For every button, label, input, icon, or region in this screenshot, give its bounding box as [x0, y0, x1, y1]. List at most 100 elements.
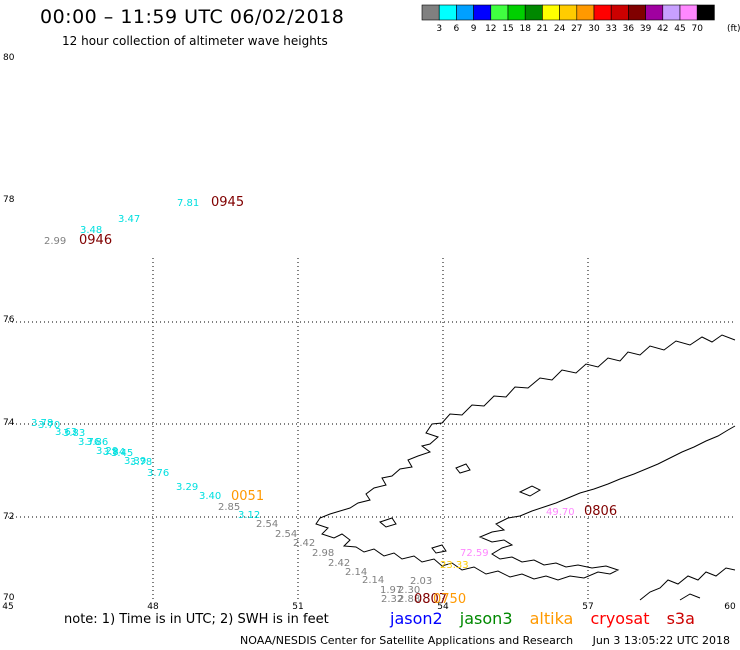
satellite-jason2: jason2: [390, 609, 443, 628]
legend-swatch: [628, 4, 646, 21]
legend-swatch: [524, 4, 543, 21]
map-frame: [1, 52, 740, 602]
observation-label: 2.14: [362, 575, 384, 586]
satellite-cryosat: cryosat: [590, 609, 650, 628]
observation-label: 3.45: [111, 448, 133, 459]
observation-label: 0807: [414, 592, 447, 607]
legend-swatch: [593, 4, 612, 21]
legend-label: 9: [471, 24, 477, 34]
observation-label: 2.32: [381, 594, 403, 605]
legend-label: 39: [640, 24, 652, 34]
legend-swatch: [559, 4, 578, 21]
legend-label: 3: [436, 24, 442, 34]
legend-label: 33: [605, 24, 616, 34]
observation-label: 2.54: [275, 529, 297, 540]
legend-swatch: [507, 4, 526, 21]
lon-label-54: 54: [437, 602, 449, 612]
lon-label-51: 51: [292, 602, 303, 612]
lon-label-45: 45: [2, 602, 13, 612]
legend-swatch: [610, 4, 629, 21]
observation-label: 1.97: [380, 585, 402, 596]
legend-label: 42: [657, 24, 668, 34]
observation-label: 3.29: [176, 482, 198, 493]
observation-label: 2.54: [256, 519, 278, 530]
observation-label: 3.39: [124, 456, 146, 467]
observation-label: 2.42: [328, 558, 350, 569]
map-title: 00:00 – 11:59 UTC 06/02/2018: [40, 6, 345, 28]
legend-swatch: [473, 4, 492, 21]
observation-label: 3.48: [80, 225, 102, 236]
legend-label: 24: [554, 24, 566, 34]
observation-label: 0946: [79, 233, 112, 248]
observation-label: 3.47: [118, 214, 140, 225]
observation-label: 3.84: [103, 447, 125, 458]
observation-label: 3.63: [55, 427, 77, 438]
observation-label: 2.42: [293, 538, 315, 549]
satellite-altika: altika: [529, 609, 574, 628]
observation-label: 0945: [211, 195, 244, 210]
observation-label: 2.88: [398, 594, 420, 605]
lat-label-76: 76: [3, 315, 15, 325]
credit-center: NOAA/NESDIS Center for Satellite Applica…: [240, 634, 574, 647]
lon-label-48: 48: [147, 602, 159, 612]
observation-label: 72.59: [460, 548, 489, 559]
observation-label: 2.98: [312, 548, 334, 559]
observation-label: 3.86: [86, 437, 108, 448]
observation-label: 3.70: [38, 420, 60, 431]
observation-label: 2.85: [218, 502, 240, 513]
legend-swatch: [490, 4, 509, 21]
legend-swatch: [542, 4, 560, 21]
observation-label: 3.83: [63, 428, 85, 439]
lon-label-57: 57: [582, 602, 593, 612]
graticule: [8, 258, 735, 600]
lon-label-60: 60: [724, 602, 736, 612]
legend-label: 30: [588, 24, 600, 34]
observation-label: 0750: [433, 592, 466, 607]
observation-label: 2.30: [398, 585, 420, 596]
legend-swatch: [645, 4, 664, 21]
lat-labels: 80 78 76 74 72 70: [3, 53, 15, 603]
legend-label: 18: [519, 24, 531, 34]
observation-label: 2.03: [410, 576, 432, 587]
satellite-jason3: jason3: [459, 609, 513, 628]
legend-label: 6: [454, 24, 460, 34]
color-legend: 3 6 9 12 15 18 21 24 27 30 33 36 39 42 45 70 (ft): [421, 4, 740, 34]
legend-swatch: [456, 4, 474, 21]
satellite-legend: jason2 jason3 altika cryosat s3a: [390, 609, 707, 628]
lat-label-70: 70: [3, 593, 15, 603]
legend-label: 36: [623, 24, 635, 34]
observation-label: 3.29: [96, 446, 118, 457]
legend-swatch: [438, 4, 457, 21]
credit-timestamp: Jun 3 13:05:22 UTC 2018: [592, 634, 731, 647]
coastline-mainland: [639, 567, 736, 601]
lat-label-72: 72: [3, 512, 14, 522]
legend-label: 21: [537, 24, 548, 34]
legend-label: 15: [502, 24, 513, 34]
observation-label: 3.40: [199, 491, 221, 502]
legend-label: 12: [485, 24, 496, 34]
lat-label-80: 80: [3, 53, 15, 63]
lon-labels: 45 48 51 54 57 60: [2, 602, 736, 612]
observation-label: 7.81: [177, 198, 199, 209]
observation-label: 2.99: [44, 236, 66, 247]
legend-swatch: [696, 4, 715, 21]
observation-label: 3.78: [130, 457, 152, 468]
coastline-novaya-zemlya: [315, 334, 736, 581]
observation-label: 0806: [584, 504, 617, 519]
legend-swatch: [662, 4, 681, 21]
satellite-s3a: s3a: [666, 609, 695, 628]
observation-label: 3.12: [238, 510, 260, 521]
legend-swatch: [679, 4, 698, 21]
legend-swatch: [576, 4, 595, 21]
observation-label: 3.76: [147, 468, 169, 479]
legend-label: 70: [691, 24, 703, 34]
observation-label: 23.33: [440, 560, 469, 571]
lat-label-78: 78: [3, 195, 15, 205]
credit-line: NOAA/NESDIS Center for Satellite Applica…: [240, 634, 740, 647]
observation-label: 3.78: [31, 418, 53, 429]
lat-label-74: 74: [3, 418, 15, 428]
observation-label: 0051: [231, 489, 264, 504]
legend-label: 45: [674, 24, 685, 34]
